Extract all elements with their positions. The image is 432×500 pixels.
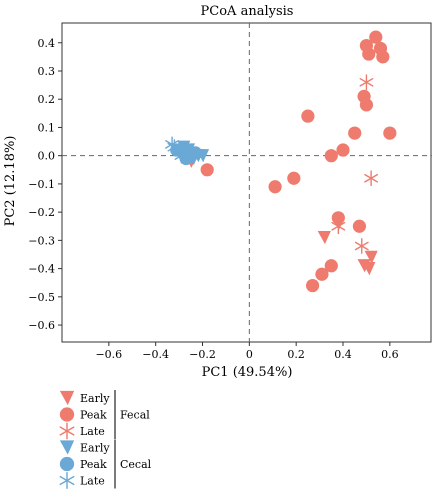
fecal-peak-point [331, 211, 345, 225]
x-axis: −0.6 −0.4 −0.2 0 0.2 0.4 0.6 [95, 342, 399, 361]
fecal-late-legend-marker [59, 422, 75, 440]
cecal-peak-legend-label: Peak [80, 458, 107, 471]
x-tick-label: −0.4 [142, 348, 169, 361]
plot-frame [61, 22, 432, 343]
x-tick-label: 0.2 [287, 348, 305, 361]
fecal-early-point [364, 250, 378, 264]
chart-title: PCoA analysis [201, 4, 294, 19]
cecal-peak-legend-marker [59, 456, 75, 472]
fecal-peak-point [301, 109, 315, 123]
fecal-early-legend-label: Early [80, 392, 110, 405]
fecal-peak-point [376, 50, 390, 64]
fecal-peak-legend-marker [59, 407, 75, 422]
y-tick-label: −0.1 [28, 178, 55, 191]
fecal-group-label: Fecal [120, 409, 150, 422]
x-axis-label: PC1 (49.54%) [202, 365, 293, 380]
fecal-peak-point [324, 149, 338, 163]
x-tick-label: 0 [246, 348, 253, 361]
cecal-early-legend-marker [59, 440, 75, 455]
cecal-late-point [165, 136, 179, 153]
y-tick-label: 0.0 [38, 150, 56, 163]
x-tick-label: −0.6 [95, 348, 122, 361]
fecal-late-legend-label: Late [80, 425, 105, 438]
y-tick-label: 0.3 [38, 65, 56, 78]
x-tick-label: −0.2 [189, 348, 216, 361]
y-axis-label: PC2 (12.18%) [3, 136, 18, 227]
fecal-peak-legend-label: Peak [80, 409, 107, 422]
fecal-peak-point [305, 278, 320, 293]
cecal-group-label: Cecal [120, 458, 152, 471]
y-tick-label: −0.4 [28, 263, 55, 276]
y-tick-label: 0.1 [38, 121, 56, 134]
x-tick-label: 0.4 [334, 348, 352, 361]
y-tick-label: 0.2 [38, 93, 56, 106]
cecal-late-legend-label: Late [80, 475, 105, 488]
cecal-late-legend-marker [59, 472, 75, 489]
fecal-peak-point [383, 126, 397, 140]
legend: Early Peak Late Fecal Early Peak Late Cecal [59, 390, 152, 489]
data-points [165, 30, 397, 293]
cecal-late-point [181, 144, 196, 161]
fecal-peak-point [315, 267, 329, 281]
fecal-peak-point [200, 163, 214, 177]
fecal-peak-point [336, 143, 350, 157]
fecal-peak-point [348, 126, 362, 140]
y-tick-label: −0.6 [28, 319, 55, 332]
y-tick-label: 0.4 [38, 37, 56, 50]
fecal-late-point [331, 218, 346, 235]
fecal-late-point [359, 74, 374, 91]
fecal-late-point [354, 238, 369, 254]
fecal-peak-point [287, 171, 301, 185]
fecal-peak-point [362, 47, 376, 61]
y-tick-label: −0.2 [28, 206, 55, 219]
fecal-peak-point [268, 180, 282, 194]
reference-lines [62, 23, 432, 342]
y-tick-label: −0.3 [28, 234, 55, 247]
y-axis: 0.4 0.3 0.2 0.1 0.0 −0.1 −0.2 −0.3 −0.4 −0.5 −0.6 [28, 37, 62, 332]
fecal-peak-point [359, 98, 374, 112]
cecal-early-legend-label: Early [80, 442, 110, 455]
fecal-early-point [362, 262, 376, 276]
fecal-peak-point [369, 30, 383, 44]
fecal-peak-point [352, 219, 367, 233]
fecal-peak-point [324, 259, 338, 273]
x-tick-label: 0.6 [381, 348, 399, 361]
fecal-late-point [364, 170, 379, 187]
fecal-early-legend-marker [59, 390, 75, 406]
fecal-early-point [317, 230, 331, 245]
y-tick-label: −0.5 [28, 291, 55, 304]
